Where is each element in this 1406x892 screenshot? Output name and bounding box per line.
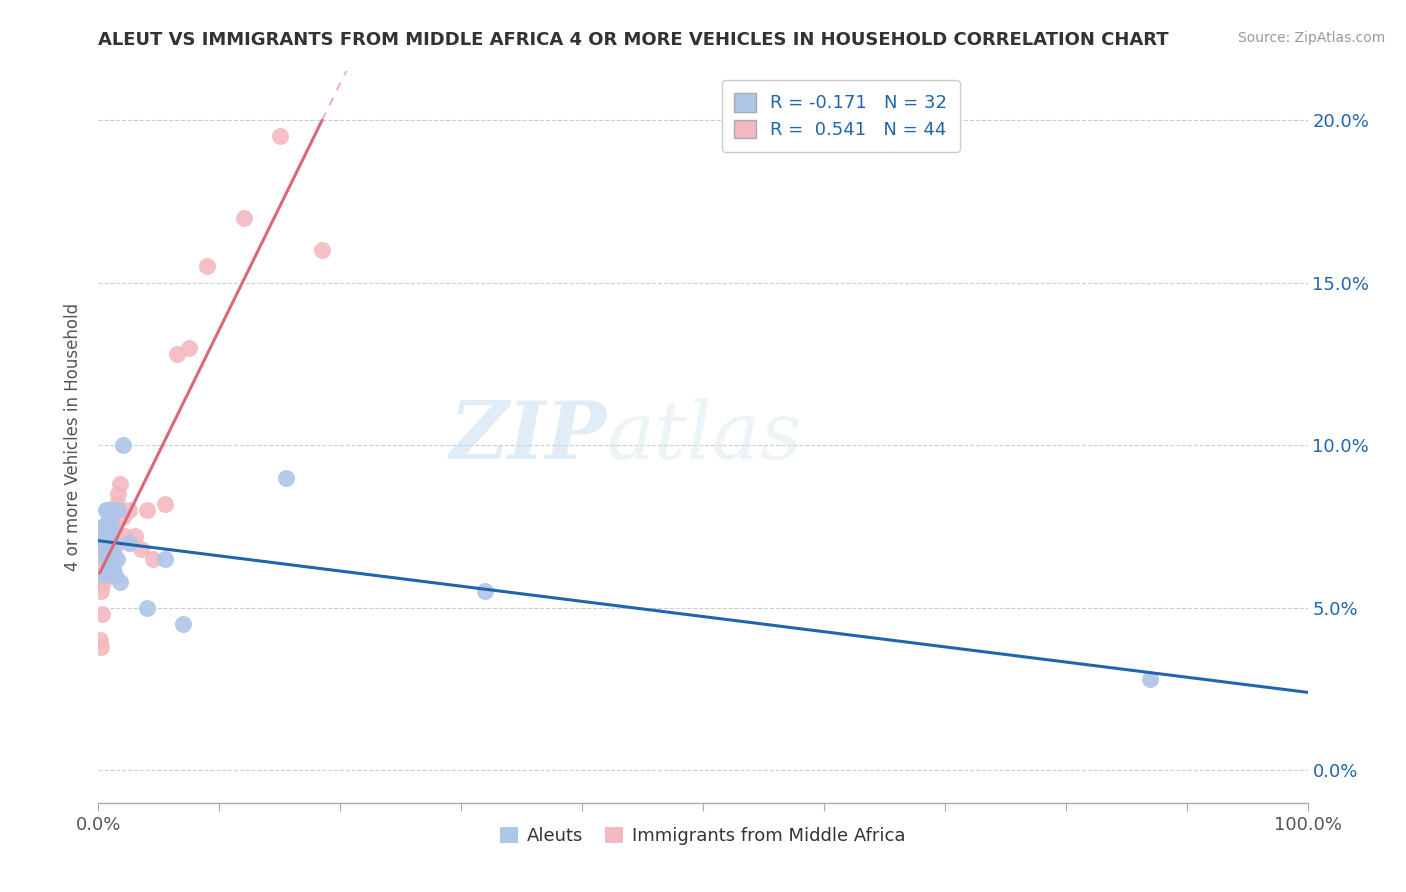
Point <box>100 519 122 533</box>
Point <box>1139 673 1161 687</box>
Point <box>103 542 125 557</box>
Point <box>93 542 115 557</box>
Text: atlas: atlas <box>606 399 801 475</box>
Point <box>101 562 124 576</box>
Point <box>100 542 122 557</box>
Point <box>311 243 333 257</box>
Point <box>98 519 121 533</box>
Point <box>107 503 129 517</box>
Text: ALEUT VS IMMIGRANTS FROM MIDDLE AFRICA 4 OR MORE VEHICLES IN HOUSEHOLD CORRELATI: ALEUT VS IMMIGRANTS FROM MIDDLE AFRICA 4… <box>98 31 1168 49</box>
Point <box>91 529 114 543</box>
Point <box>89 633 111 648</box>
Point <box>100 503 122 517</box>
Text: ZIP: ZIP <box>450 399 606 475</box>
Point <box>107 487 129 501</box>
Point <box>105 552 128 566</box>
Point <box>100 519 122 533</box>
Point <box>103 552 125 566</box>
Point <box>108 477 131 491</box>
Point <box>94 552 117 566</box>
Point <box>94 529 117 543</box>
Text: Source: ZipAtlas.com: Source: ZipAtlas.com <box>1237 31 1385 45</box>
Point <box>97 562 120 576</box>
Point <box>96 552 118 566</box>
Point <box>129 542 152 557</box>
Point <box>172 617 194 632</box>
Point <box>96 542 118 557</box>
Point <box>166 347 188 361</box>
Point <box>179 341 201 355</box>
Point <box>118 535 141 549</box>
Point <box>111 438 134 452</box>
Point <box>108 574 131 589</box>
Point <box>269 129 291 144</box>
Point <box>100 519 122 533</box>
Point <box>474 584 496 599</box>
Point <box>96 503 118 517</box>
Point <box>98 568 121 582</box>
Point <box>232 211 254 225</box>
Point <box>94 503 117 517</box>
Point <box>96 519 118 533</box>
Point <box>104 519 127 533</box>
Point <box>114 529 136 543</box>
Point <box>97 535 120 549</box>
Point <box>104 568 127 582</box>
Point <box>105 497 128 511</box>
Legend: Aleuts, Immigrants from Middle Africa: Aleuts, Immigrants from Middle Africa <box>494 820 912 852</box>
Point <box>195 260 218 274</box>
Point <box>94 562 117 576</box>
Point <box>135 600 157 615</box>
Point <box>91 542 114 557</box>
Point <box>100 542 122 557</box>
Y-axis label: 4 or more Vehicles in Household: 4 or more Vehicles in Household <box>65 303 83 571</box>
Point <box>93 568 115 582</box>
Point <box>101 535 124 549</box>
Point <box>153 497 176 511</box>
Point <box>90 584 112 599</box>
Point <box>97 542 120 557</box>
Point <box>93 519 115 533</box>
Point <box>91 607 114 622</box>
Point <box>101 535 124 549</box>
Point <box>100 542 122 557</box>
Point <box>90 640 112 654</box>
Point <box>124 529 146 543</box>
Point <box>91 542 114 557</box>
Point <box>153 552 176 566</box>
Point <box>93 519 115 533</box>
Point <box>274 471 297 485</box>
Point <box>100 552 122 566</box>
Point <box>142 552 165 566</box>
Point <box>96 526 118 541</box>
Point <box>135 503 157 517</box>
Point <box>111 509 134 524</box>
Point <box>98 542 121 557</box>
Point <box>97 529 120 543</box>
Point <box>96 519 118 533</box>
Point <box>91 574 114 589</box>
Point <box>91 562 114 576</box>
Point <box>118 503 141 517</box>
Point <box>93 568 115 582</box>
Point <box>98 562 121 576</box>
Point <box>98 509 121 524</box>
